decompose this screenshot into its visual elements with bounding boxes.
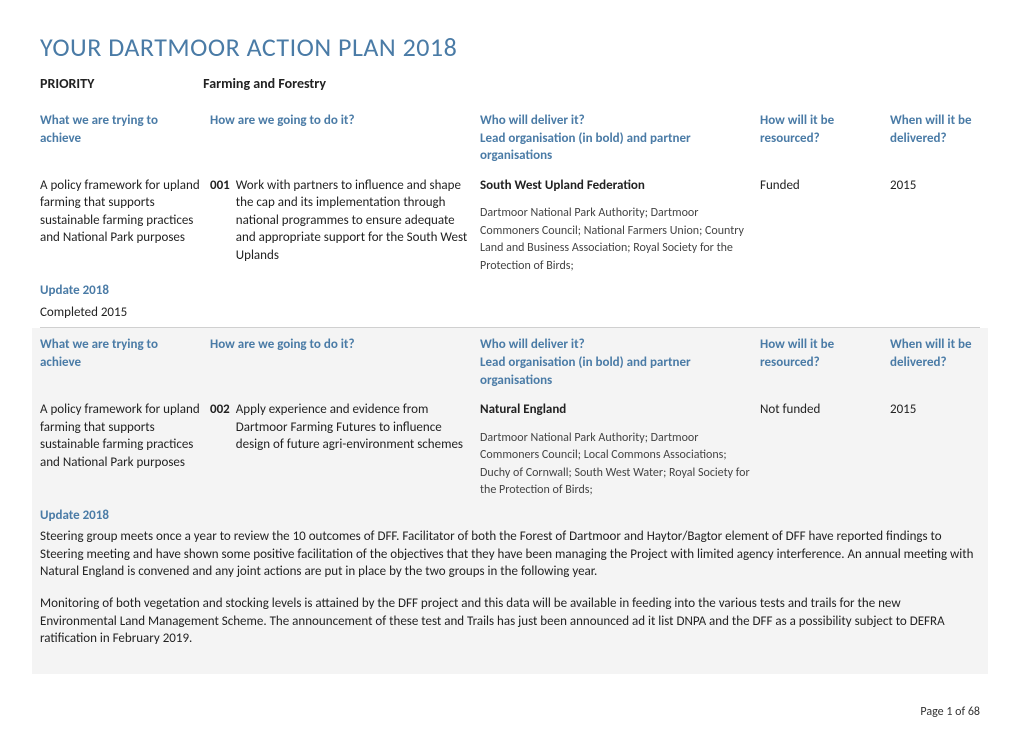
update-label: Update 2018 [40,282,980,300]
update-body: Steering group meets once a year to revi… [40,528,980,647]
page-footer: Page 1 of 68 [40,704,980,720]
page-title: YOUR DARTMOOR ACTION PLAN 2018 [40,30,980,65]
lead-organisation: South West Upland Federation [480,177,750,195]
lead-organisation: Natural England [480,401,750,419]
action-item: What we are trying to achieve How are we… [32,328,988,673]
hdr-who-main: Who will deliver it? [480,337,585,352]
who-cell: South West Upland Federation Dartmoor Na… [480,177,750,275]
when-text: 2015 [890,177,1000,195]
item-number: 001 [210,177,230,265]
hdr-who: Who will deliver it? Lead organisation (… [480,112,750,165]
body-row: A policy framework for upland farming th… [40,177,980,275]
how-cell: 001 Work with partners to influence and … [210,177,470,265]
header-row: What we are trying to achieve How are we… [40,336,980,389]
hdr-who-main: Who will deliver it? [480,113,585,128]
partner-organisations: Dartmoor National Park Authority; Dartmo… [480,431,750,498]
partner-organisations: Dartmoor National Park Authority; Dartmo… [480,206,744,273]
how-text: Apply experience and evidence from Dartm… [236,401,470,454]
item-number: 002 [210,401,230,454]
update-paragraph: Steering group meets once a year to revi… [40,528,980,581]
hdr-achieve: What we are trying to achieve [40,112,200,147]
who-cell: Natural England Dartmoor National Park A… [480,401,750,499]
action-item: What we are trying to achieve How are we… [40,112,980,321]
hdr-resourced: How will it be resourced? [760,112,880,147]
how-cell: 002 Apply experience and evidence from D… [210,401,470,454]
hdr-who-sub: Lead organisation (in bold) and partner … [480,131,691,164]
priority-row: PRIORITY Farming and Forestry [40,75,980,94]
hdr-when: When will it be delivered? [890,336,1000,371]
achieve-text: A policy framework for upland farming th… [40,177,200,247]
header-row: What we are trying to achieve How are we… [40,112,980,165]
hdr-when: When will it be delivered? [890,112,1000,147]
when-text: 2015 [890,401,1000,419]
priority-value: Farming and Forestry [203,75,326,92]
hdr-how: How are we going to do it? [210,112,470,130]
hdr-who-sub: Lead organisation (in bold) and partner … [480,355,691,388]
hdr-how: How are we going to do it? [210,336,470,354]
how-text: Work with partners to influence and shap… [236,177,470,265]
hdr-who: Who will deliver it? Lead organisation (… [480,336,750,389]
resourced-text: Funded [760,177,880,195]
update-paragraph: Monitoring of both vegetation and stocki… [40,595,980,648]
hdr-achieve: What we are trying to achieve [40,336,200,371]
achieve-text: A policy framework for upland farming th… [40,401,200,471]
hdr-resourced: How will it be resourced? [760,336,880,371]
priority-label: PRIORITY [40,75,200,94]
update-label: Update 2018 [40,507,980,525]
update-body: Completed 2015 [40,304,980,322]
body-row: A policy framework for upland farming th… [40,401,980,499]
resourced-text: Not funded [760,401,880,419]
